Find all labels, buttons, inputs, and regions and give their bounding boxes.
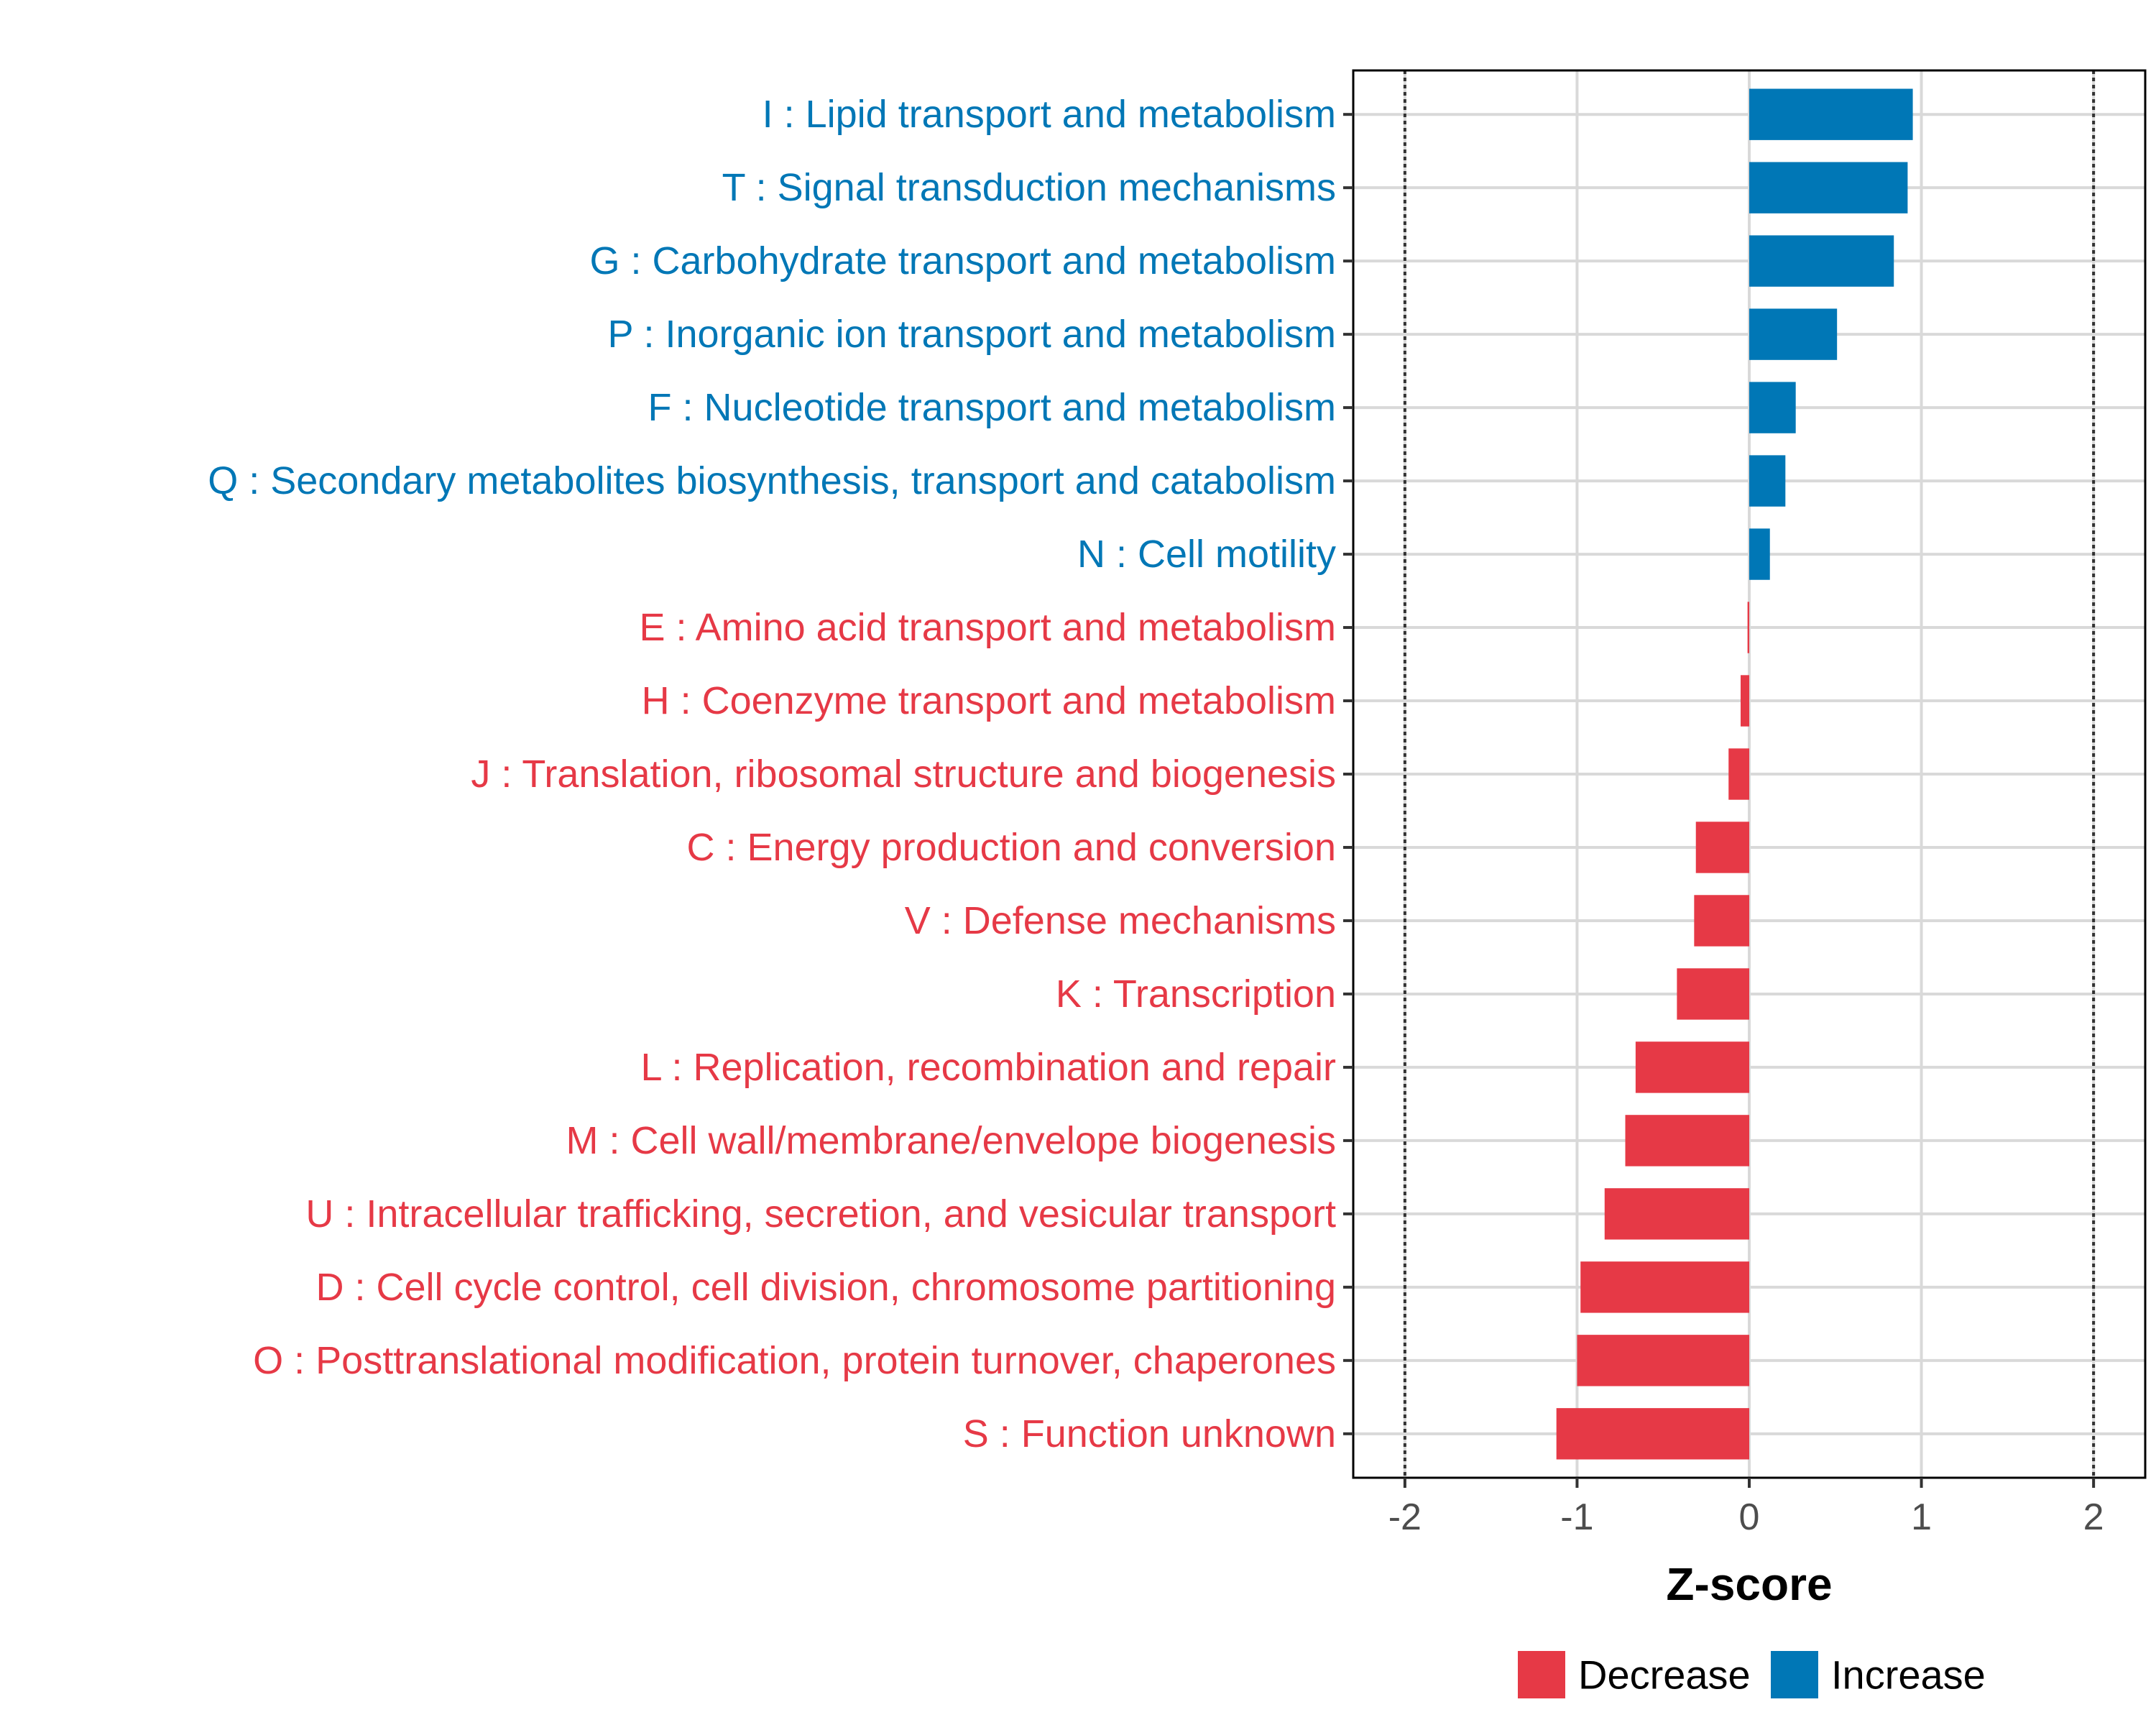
category-label: S : Function unknown <box>963 1412 1336 1455</box>
category-label: J : Translation, ribosomal structure and… <box>471 753 1336 796</box>
bar <box>1580 1261 1749 1313</box>
category-label: O : Posttranslational modification, prot… <box>253 1339 1336 1382</box>
bar <box>1694 895 1749 947</box>
bar <box>1677 968 1749 1020</box>
bar <box>1749 235 1894 287</box>
bars <box>1556 88 1913 1460</box>
category-label: F : Nucleotide transport and metabolism <box>648 386 1336 429</box>
bar <box>1749 528 1770 580</box>
x-tick-label: -2 <box>1388 1496 1422 1538</box>
y-axis-ticks <box>1343 113 1353 1435</box>
bar <box>1741 675 1749 727</box>
category-label: N : Cell motility <box>1077 533 1336 576</box>
bar <box>1635 1041 1749 1093</box>
bar <box>1625 1115 1749 1167</box>
bar <box>1749 455 1786 507</box>
category-label: M : Cell wall/membrane/envelope biogenes… <box>566 1119 1336 1162</box>
bar <box>1556 1408 1749 1460</box>
bar <box>1749 308 1838 360</box>
category-label: L : Replication, recombination and repai… <box>640 1046 1336 1089</box>
category-label: P : Inorganic ion transport and metaboli… <box>607 313 1336 356</box>
x-tick-label: 0 <box>1739 1496 1760 1538</box>
category-label: G : Carbohydrate transport and metabolis… <box>590 239 1337 282</box>
category-label: E : Amino acid transport and metabolism <box>640 606 1336 649</box>
category-label: U : Intracellular trafficking, secretion… <box>305 1192 1336 1236</box>
bar <box>1577 1335 1749 1386</box>
category-label: D : Cell cycle control, cell division, c… <box>315 1266 1336 1309</box>
x-tick-label: -1 <box>1560 1496 1593 1538</box>
reference-lines <box>1403 70 2096 1478</box>
legend-label: Increase <box>1831 1652 1986 1698</box>
x-tick-label: 2 <box>2083 1496 2104 1538</box>
x-tick-label: 1 <box>1911 1496 1932 1538</box>
y-axis-labels: I : Lipid transport and metabolism T : Si… <box>208 93 1336 1455</box>
x-axis-ticks <box>1403 1478 2096 1488</box>
legend-label: Decrease <box>1578 1652 1751 1698</box>
bar <box>1604 1188 1749 1240</box>
legend-key <box>1771 1651 1818 1698</box>
category-label: I : Lipid transport and metabolism <box>763 93 1336 136</box>
x-axis-tick-labels: -2 -1 0 1 2 <box>1388 1496 2104 1538</box>
bar <box>1728 748 1749 800</box>
bar <box>1695 822 1749 873</box>
bar <box>1749 162 1908 213</box>
bar <box>1749 88 1913 140</box>
x-axis-title: Z-score <box>1666 1558 1832 1610</box>
category-label: K : Transcription <box>1056 972 1336 1016</box>
category-label: V : Defense mechanisms <box>905 899 1336 942</box>
bar <box>1747 602 1749 653</box>
category-label: T : Signal transduction mechanisms <box>722 166 1336 209</box>
bar <box>1749 382 1796 433</box>
legend-key <box>1518 1651 1565 1698</box>
category-label: C : Energy production and conversion <box>686 826 1336 869</box>
category-label: Q : Secondary metabolites biosynthesis, … <box>208 459 1336 502</box>
legend: Decrease Increase <box>1518 1651 1986 1698</box>
category-label: H : Coenzyme transport and metabolism <box>642 679 1336 722</box>
